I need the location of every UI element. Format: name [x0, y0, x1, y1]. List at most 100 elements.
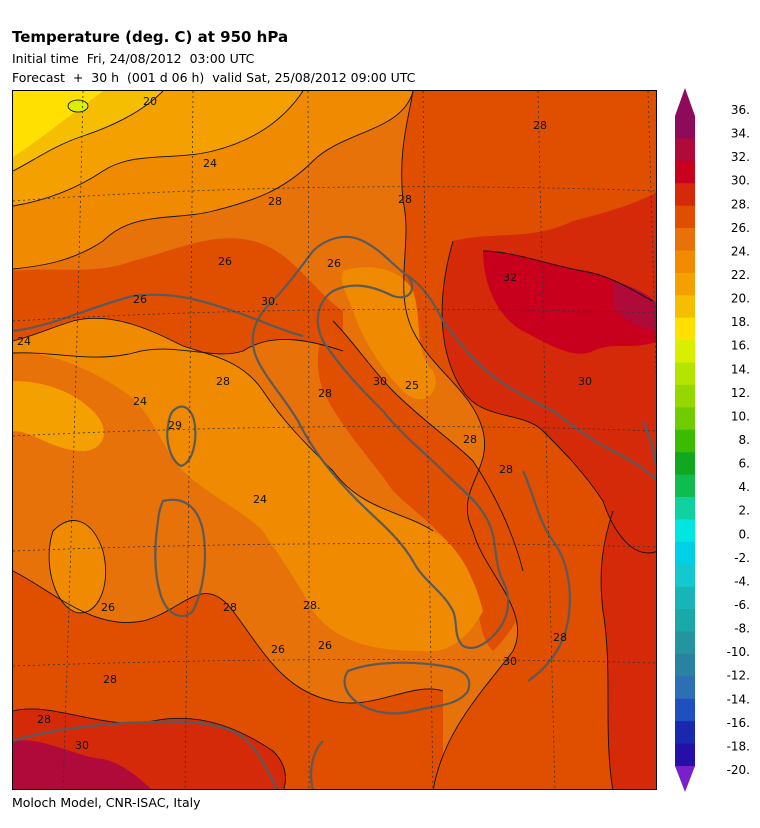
colorbar-tick-label: 26. — [731, 221, 750, 235]
contour-label: 30 — [75, 739, 89, 752]
colorbar-bands — [675, 116, 695, 767]
colorbar-band — [675, 586, 695, 610]
colorbar-labels: 36. 34. 32. 30. 28. 26. 24. 22. 20. 18. 16. 14. 12. 1… — [727, 103, 750, 777]
forecast-valid-time: Forecast + 30 h (001 d 06 h) valid Sat, … — [12, 70, 416, 85]
colorbar-band — [675, 138, 695, 162]
contour-label: 28 — [37, 713, 51, 726]
colorbar-tick-label: 18. — [731, 315, 750, 329]
colorbar-band — [675, 474, 695, 498]
colorbar-band — [675, 362, 695, 386]
contour-label: 28 — [553, 631, 567, 644]
colorbar-band — [675, 721, 695, 745]
colorbar-band — [675, 497, 695, 521]
contour-label: 30 — [503, 655, 517, 668]
colorbar-tick-label: -18. — [727, 739, 750, 753]
contour-label: 28. — [303, 599, 321, 612]
colorbar-tick-label: -14. — [727, 692, 750, 706]
colorbar-band — [675, 340, 695, 364]
colorbar-band — [675, 609, 695, 633]
colorbar-tick-label: -20. — [727, 763, 750, 777]
contour-label: 30. — [261, 295, 279, 308]
map-svg: 20 24 28 26 26 30. 24 28 24 29 26 28 32 30 25 28 28 30 28 2… — [13, 91, 656, 789]
colorbar-band — [675, 183, 695, 207]
colorbar-tick-label: 8. — [739, 433, 750, 447]
contour-label: 28 — [499, 463, 513, 476]
contour-label: 26 — [327, 257, 341, 270]
colorbar-tick-label: -8. — [734, 622, 750, 636]
model-credit: Moloch Model, CNR-ISAC, Italy — [12, 795, 201, 810]
colorbar-tick-label: 30. — [731, 174, 750, 188]
colorbar-tick-label: 12. — [731, 386, 750, 400]
colorbar-tick-label: 16. — [731, 339, 750, 353]
initial-time: Initial time Fri, 24/08/2012 03:00 UTC — [12, 51, 255, 66]
contour-label: 26 — [218, 255, 232, 268]
contour-label: 24 — [253, 493, 267, 506]
colorbar-band — [675, 429, 695, 453]
band-24-26-adriatic — [341, 267, 436, 400]
temperature-map: 20 24 28 26 26 30. 24 28 24 29 26 28 32 30 25 28 28 30 28 2… — [12, 90, 657, 790]
coastlines — [13, 235, 656, 789]
contour-label: 26 — [133, 293, 147, 306]
colorbar-tick-label: -6. — [734, 598, 750, 612]
band-28-30-italy — [317, 321, 526, 651]
colorbar-svg: 36. 34. 32. 30. 28. 26. 24. 22. 20. 18. 16. 14. 12. 1… — [675, 88, 750, 792]
band-22-24-west — [13, 381, 104, 451]
contour-label: 25 — [405, 379, 419, 392]
band-30-32-southeast — [601, 511, 656, 789]
contour-label: 28 — [268, 195, 282, 208]
colorbar-tick-label: 0. — [739, 527, 750, 541]
colorbar-band — [675, 698, 695, 722]
contour-label: 28 — [533, 119, 547, 132]
colorbar-tick-label: 24. — [731, 244, 750, 258]
band-32-34-spot-sw — [13, 740, 151, 789]
colorbar-band — [675, 676, 695, 700]
graticule — [13, 91, 656, 789]
colorbar-tick-label: 34. — [731, 127, 750, 141]
band-30-32-balkans — [483, 251, 656, 354]
band-32-34-spot-e — [613, 281, 656, 331]
contour-label: 24 — [17, 335, 31, 348]
contour-lines — [13, 91, 656, 789]
colorbar-band — [675, 205, 695, 229]
colorbar-tick-label: -10. — [727, 645, 750, 659]
colorbar-band — [675, 564, 695, 588]
contour-label: 28 — [216, 375, 230, 388]
contour-label: 24 — [203, 157, 217, 170]
colorbar-band — [675, 250, 695, 274]
colorbar-tick-label: -12. — [727, 669, 750, 683]
colorbar-band — [675, 631, 695, 655]
colorbar-tick-label: -2. — [734, 551, 750, 565]
colorbar-tick-label: 20. — [731, 292, 750, 306]
contour-label: 30 — [373, 375, 387, 388]
chart-title: Temperature (deg. C) at 950 hPa — [12, 28, 289, 46]
colorbar-band — [675, 384, 695, 408]
colorbar-band — [675, 541, 695, 565]
colorbar-tick-label: -4. — [734, 574, 750, 588]
colorbar-band — [675, 653, 695, 677]
colorbar: 36. 34. 32. 30. 28. 26. 24. 22. 20. 18. 16. 14. 12. 1… — [672, 88, 760, 794]
colorbar-band — [675, 452, 695, 476]
colorbar-tick-label: 4. — [739, 480, 750, 494]
contour-label: 26 — [318, 639, 332, 652]
colorbar-tick-label: 6. — [739, 457, 750, 471]
colorbar-band — [675, 407, 695, 431]
band-24-26-central — [13, 318, 483, 651]
colorbar-band — [675, 317, 695, 341]
colorbar-tick-label: 28. — [731, 197, 750, 211]
contour-label: 28 — [398, 193, 412, 206]
colorbar-band — [675, 272, 695, 296]
colorbar-tick-label: -16. — [727, 716, 750, 730]
colorbar-tick-label: 36. — [731, 103, 750, 117]
colorbar-band — [675, 228, 695, 252]
colorbar-band — [675, 295, 695, 319]
colorbar-tick-label: 10. — [731, 409, 750, 423]
colorbar-bottom-arrow — [675, 766, 695, 792]
colorbar-band — [675, 160, 695, 184]
colorbar-band — [675, 519, 695, 543]
colorbar-top-arrow — [675, 88, 695, 116]
contour-label: 32 — [503, 271, 517, 284]
contour-label: 28 — [223, 601, 237, 614]
contour-labels: 20 24 28 26 26 30. 24 28 24 29 26 28 32 30 25 28 28 30 28 2… — [17, 95, 592, 752]
colorbar-tick-label: 22. — [731, 268, 750, 282]
contour-label: 28 — [463, 433, 477, 446]
